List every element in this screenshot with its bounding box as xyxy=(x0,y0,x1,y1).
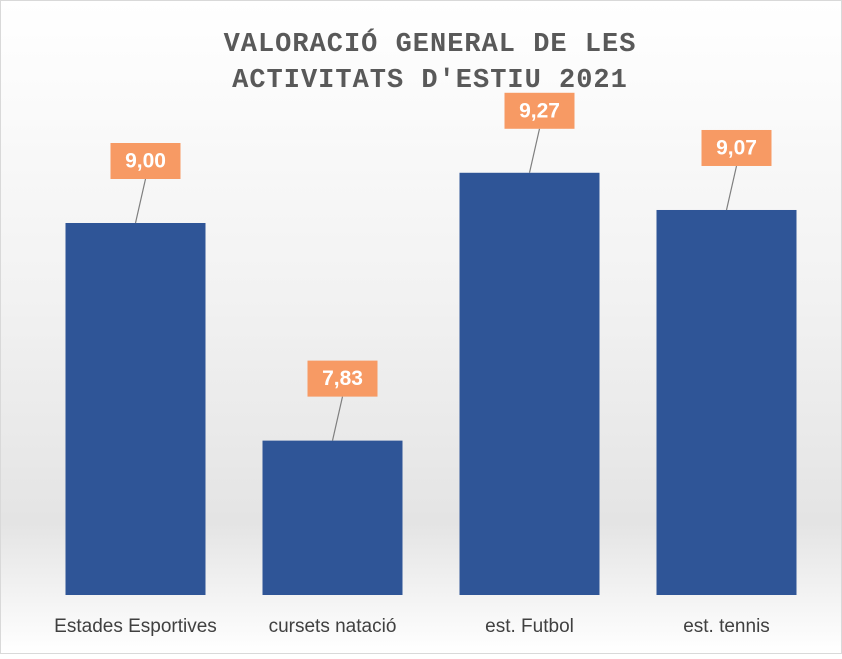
leader-line xyxy=(331,396,344,441)
chart-title: VALORACIÓ GENERAL DE LES xyxy=(224,27,637,60)
value-label: 9,00 xyxy=(125,150,166,173)
bar xyxy=(65,223,206,595)
x-tick-label: est. Futbol xyxy=(485,616,574,637)
x-tick-label: est. tennis xyxy=(683,616,770,637)
value-label: 7,83 xyxy=(322,367,363,390)
chart-title: ACTIVITATS D'ESTIU 2021 xyxy=(232,66,628,96)
value-label-box xyxy=(110,143,181,179)
value-label-box xyxy=(701,129,772,166)
value-label: 9,07 xyxy=(716,137,757,160)
leader-line xyxy=(134,178,147,224)
value-label: 9,27 xyxy=(519,99,560,122)
leader-line xyxy=(725,165,738,211)
leader-line xyxy=(528,128,541,173)
x-tick-label: cursets natació xyxy=(269,616,397,637)
bar xyxy=(459,172,600,595)
bar xyxy=(656,209,797,596)
value-label-box xyxy=(504,92,575,129)
x-tick-label: Estades Esportives xyxy=(54,616,217,637)
bar xyxy=(262,440,403,595)
value-label-box xyxy=(307,360,378,397)
